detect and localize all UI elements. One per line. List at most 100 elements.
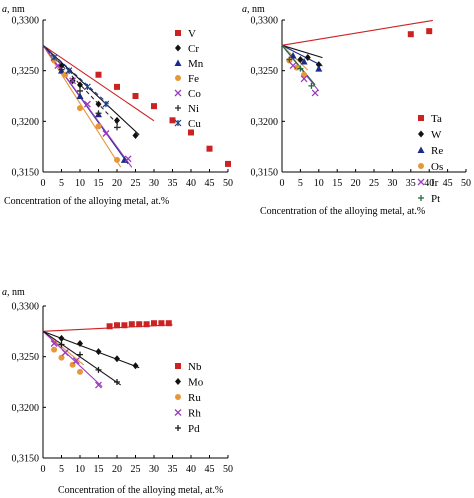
trend-line-v <box>42 44 155 122</box>
legend-label: Ru <box>188 392 201 404</box>
legend-label: Re <box>431 145 443 157</box>
y-axis-label-unit: nm <box>250 4 266 15</box>
data-point <box>297 65 304 72</box>
legend-marker-os <box>418 163 424 169</box>
x-tick-label: 20 <box>112 464 122 475</box>
series-ta <box>407 28 433 38</box>
series-fe <box>51 57 120 163</box>
y-tick-label: 0,3250 <box>12 66 40 77</box>
x-tick-label: 25 <box>369 178 379 189</box>
data-point <box>77 87 83 94</box>
legend-label: Mo <box>188 377 204 389</box>
data-point <box>132 93 139 99</box>
data-point <box>77 81 83 89</box>
data-point <box>77 368 83 375</box>
x-tick-label: 45 <box>205 178 215 189</box>
x-tick-label: 15 <box>332 178 342 189</box>
data-point <box>65 67 73 75</box>
x-tick-label: 10 <box>75 464 85 475</box>
y-axis-label: a, nm <box>242 4 265 15</box>
data-point <box>58 66 65 73</box>
x-tick-label: 30 <box>149 178 159 189</box>
data-point <box>114 124 120 131</box>
legend-marker-nb <box>175 363 181 369</box>
x-tick-label: 5 <box>298 178 303 189</box>
data-point <box>58 354 65 361</box>
y-axis-label: a, nm <box>2 4 25 15</box>
data-point <box>289 51 297 59</box>
x-tick-label: 15 <box>94 178 104 189</box>
trend-line-w <box>281 44 323 59</box>
legend-marker-ni <box>175 105 181 111</box>
data-point <box>158 320 165 327</box>
chart-panel-2: 0,3150 0,3200 0,3250 0,3300 0 5 10 15 20 25 30 35 40… <box>242 4 471 217</box>
data-point <box>289 62 297 70</box>
y-axis-label-symbol: a, <box>2 287 10 298</box>
trend-line-pd <box>42 330 122 386</box>
series-rh <box>50 340 102 389</box>
y-tick-label: 0,3200 <box>12 117 40 128</box>
data-point <box>102 130 110 137</box>
y-tick-label: 0,3250 <box>12 352 40 363</box>
legend-label: Pt <box>431 193 440 205</box>
data-point <box>114 83 120 90</box>
y-tick-label: 0,3150 <box>12 168 40 179</box>
data-point <box>225 160 231 167</box>
legend-marker-cr <box>175 44 181 52</box>
x-tick-label: 25 <box>131 178 141 189</box>
data-point <box>95 366 102 373</box>
legend-label: Cr <box>188 43 199 55</box>
data-point <box>114 379 120 385</box>
legend-label: Ir <box>431 177 439 189</box>
series-pd <box>58 341 120 385</box>
legend-marker-re <box>417 146 425 153</box>
legend-marker-mn <box>174 59 182 66</box>
data-point <box>114 156 120 163</box>
legend-marker-pd <box>175 425 181 431</box>
legend-label: Ta <box>431 113 442 125</box>
data-point <box>95 110 102 117</box>
data-point <box>61 349 69 357</box>
x-tick-label: 45 <box>205 464 215 475</box>
data-point <box>54 62 62 70</box>
x-tick-label: 40 <box>186 178 196 189</box>
legend: Nb Mo Ru Rh Pd <box>174 361 204 435</box>
y-axis-label-symbol: a, <box>242 4 250 15</box>
data-point <box>308 82 315 89</box>
y-axis-label-symbol: a, <box>2 4 10 15</box>
data-point <box>77 339 83 347</box>
legend-marker-w <box>418 130 424 138</box>
data-point <box>136 321 143 328</box>
y-axis-label-unit: nm <box>10 287 26 298</box>
y-axis-label: a, nm <box>2 287 25 298</box>
data-point <box>206 145 213 152</box>
legend-label: Fe <box>188 73 199 85</box>
data-point <box>72 357 80 365</box>
series-w <box>297 53 322 69</box>
y-tick-label: 0,3250 <box>251 66 279 77</box>
x-tick-label: 50 <box>461 178 471 189</box>
y-tick-label: 0,3300 <box>12 302 40 313</box>
data-point <box>315 65 323 72</box>
y-tick-label: 0,3200 <box>251 117 279 128</box>
data-point <box>77 351 83 358</box>
chart-panel-1: 0,3150 0,3200 0,3250 0,3300 0 5 10 15 20 25 30 35 40… <box>2 4 233 207</box>
x-tick-label: 0 <box>41 464 46 475</box>
data-point <box>132 362 139 370</box>
data-point <box>50 340 58 347</box>
x-tick-label: 5 <box>59 178 64 189</box>
data-point <box>95 71 102 78</box>
legend-marker-pt <box>418 195 424 201</box>
trend-line-ni <box>42 44 122 128</box>
data-point <box>106 323 113 330</box>
series-nb <box>106 320 172 330</box>
trend-line-rh <box>42 330 103 388</box>
data-point <box>311 89 319 97</box>
legend-marker-v <box>175 30 181 36</box>
series-mo <box>58 334 139 370</box>
x-tick-label: 30 <box>149 464 159 475</box>
x-tick-label: 20 <box>112 178 122 189</box>
trend-line-ta <box>281 19 433 46</box>
series-ru <box>51 346 83 375</box>
